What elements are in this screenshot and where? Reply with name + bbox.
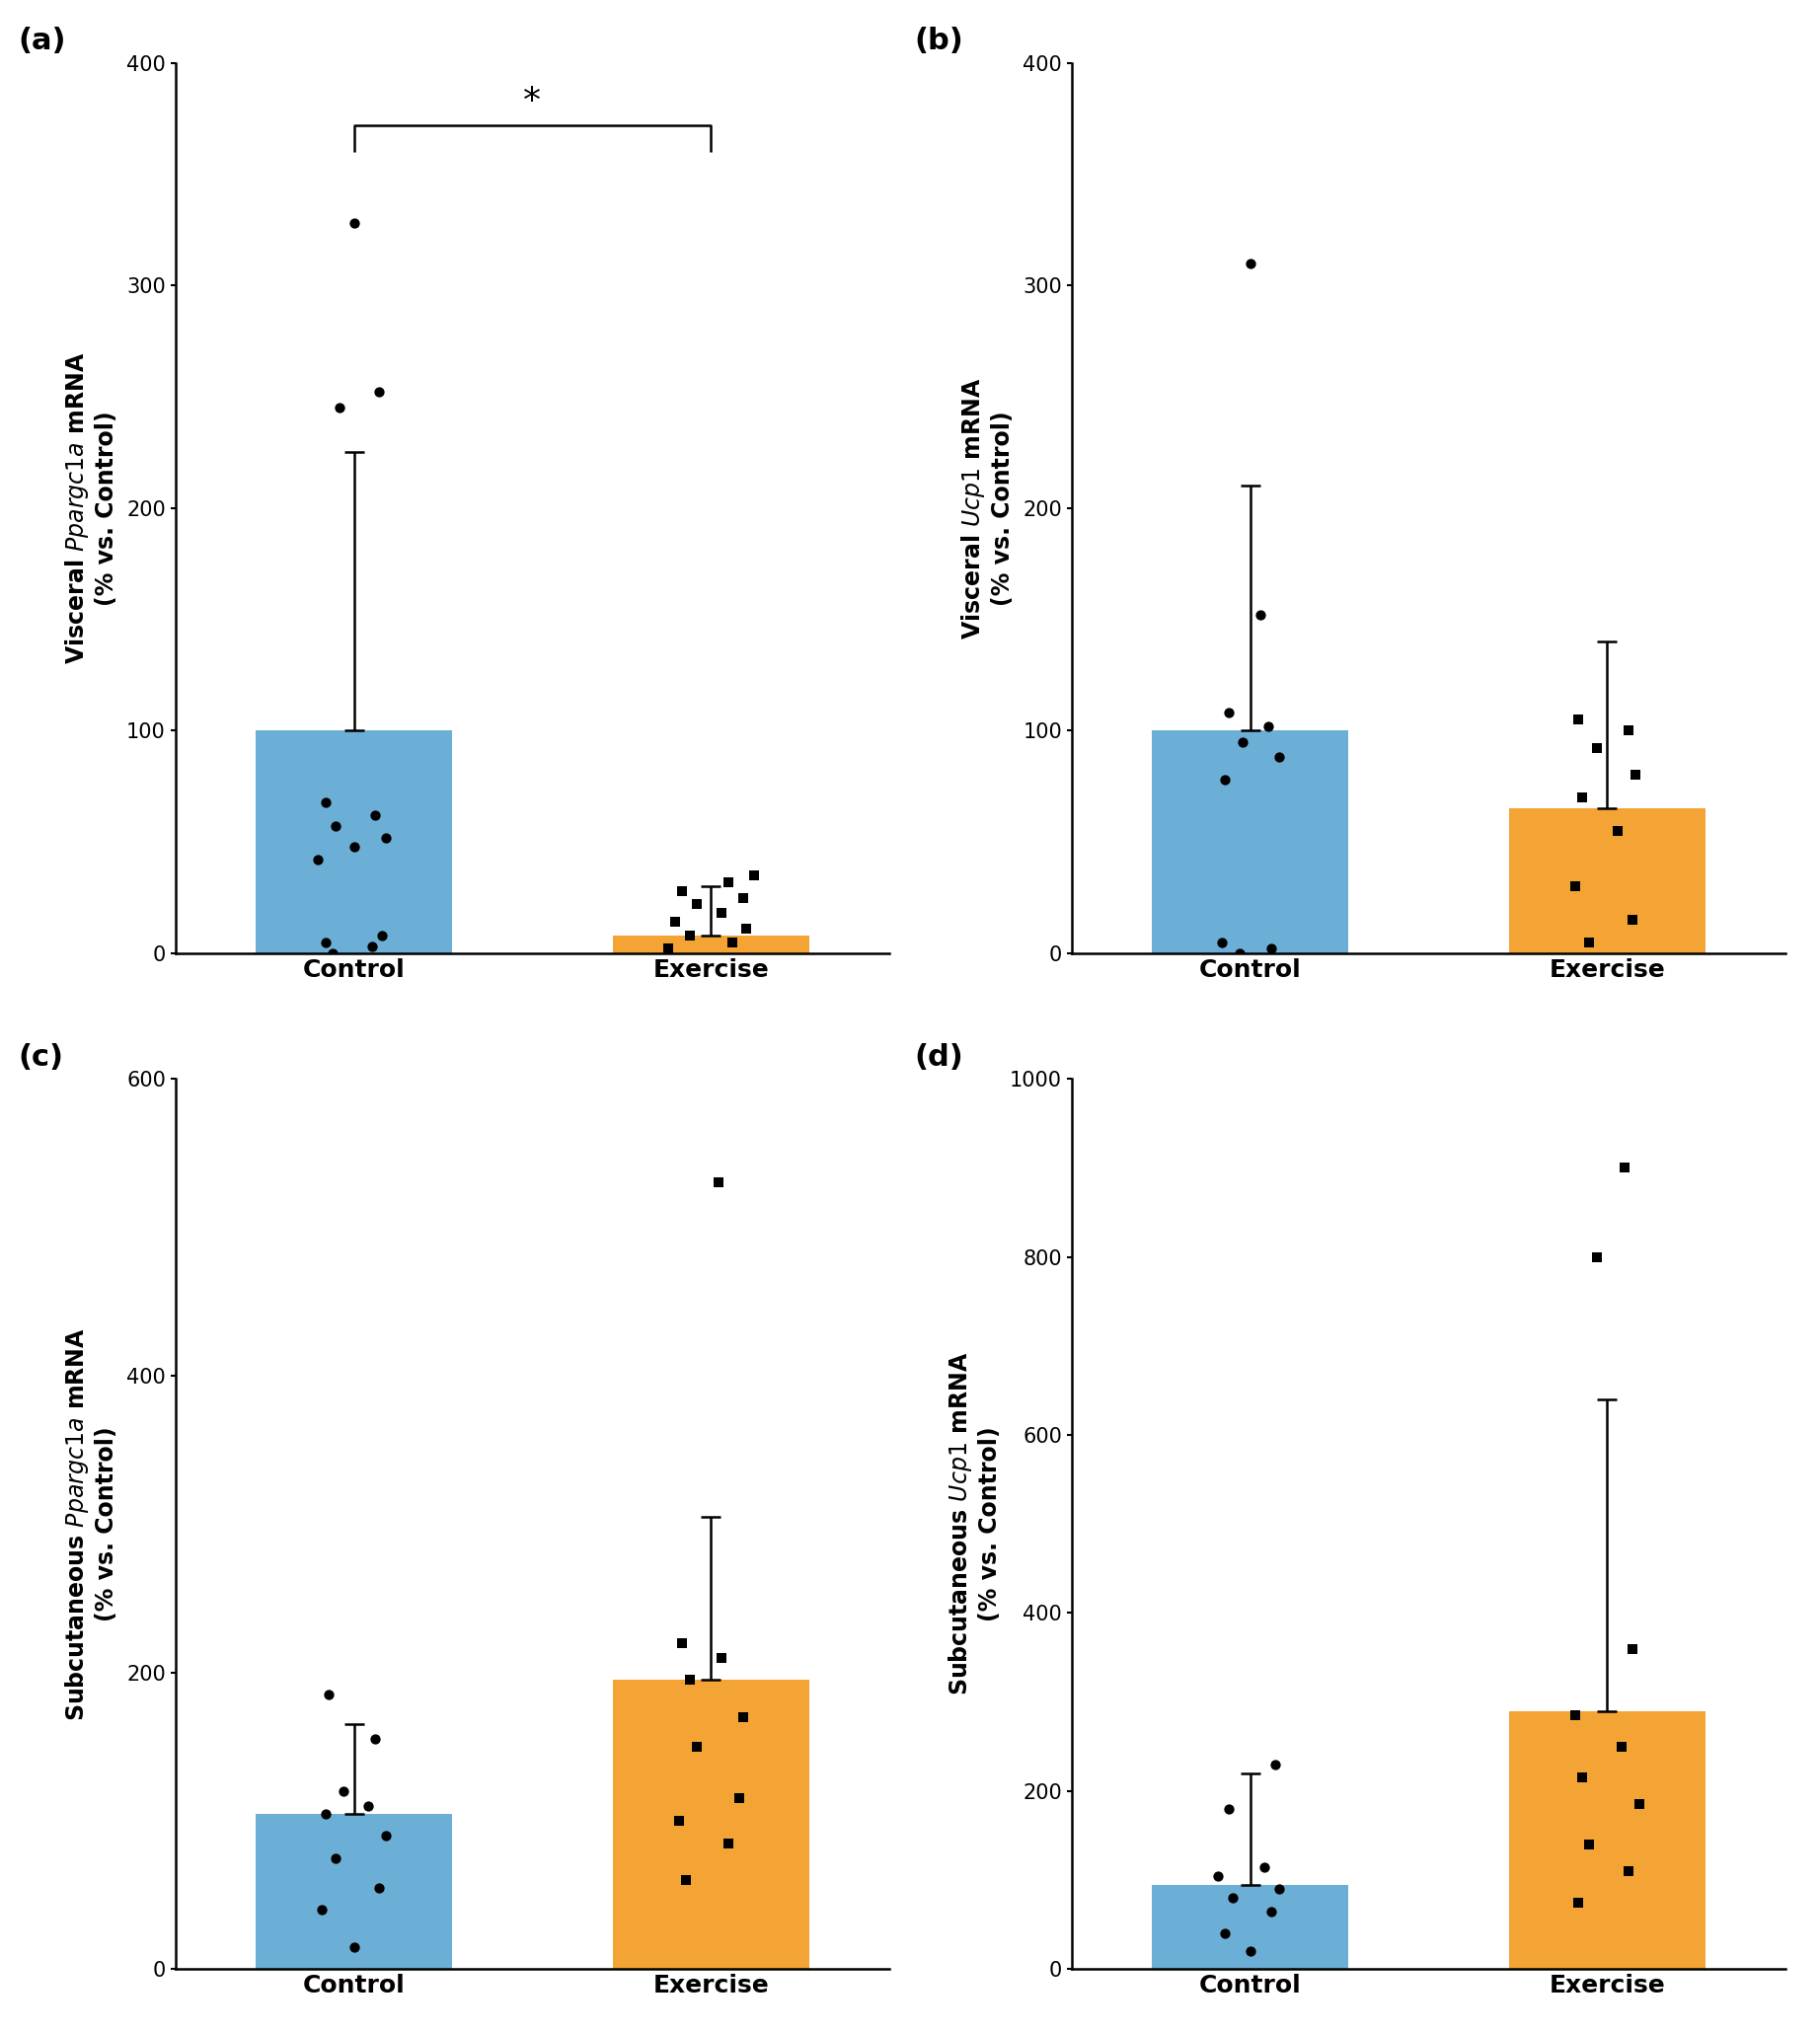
Bar bbox=[613, 1680, 810, 1969]
Bar bbox=[1509, 809, 1705, 953]
Point bbox=[1560, 870, 1589, 902]
Point bbox=[1203, 1859, 1232, 1892]
Point bbox=[339, 1930, 368, 1963]
Point bbox=[1614, 715, 1643, 748]
Point bbox=[311, 927, 340, 959]
Point bbox=[371, 1819, 400, 1851]
Point bbox=[371, 821, 400, 853]
Y-axis label: Subcutaneous $\it{Ppargc1a}$ mRNA
(% vs. Control): Subcutaneous $\it{Ppargc1a}$ mRNA (% vs.… bbox=[64, 1327, 118, 1721]
Point bbox=[706, 1642, 735, 1674]
Point bbox=[713, 866, 743, 898]
Point bbox=[368, 918, 397, 951]
Point bbox=[1622, 758, 1651, 790]
Point bbox=[706, 896, 735, 929]
Point bbox=[682, 1731, 712, 1764]
Bar bbox=[1152, 732, 1349, 953]
Point bbox=[1258, 1896, 1287, 1928]
Point bbox=[1567, 1762, 1596, 1794]
Point bbox=[1214, 697, 1243, 729]
Point bbox=[728, 882, 757, 914]
Point bbox=[1614, 1855, 1643, 1888]
Point bbox=[1618, 904, 1647, 937]
Point bbox=[661, 906, 690, 939]
Point bbox=[724, 1782, 753, 1815]
Point bbox=[1218, 1882, 1247, 1914]
Bar bbox=[613, 935, 810, 953]
Text: *: * bbox=[524, 85, 541, 118]
Point bbox=[1603, 815, 1633, 847]
Point bbox=[704, 1166, 733, 1199]
Point bbox=[1574, 927, 1603, 959]
Point bbox=[1228, 725, 1258, 758]
Point bbox=[1250, 1851, 1279, 1884]
Point bbox=[1618, 1632, 1647, 1664]
Point bbox=[357, 931, 386, 963]
Point bbox=[308, 1894, 337, 1926]
Point bbox=[322, 1841, 351, 1874]
Point bbox=[311, 786, 340, 819]
Point bbox=[364, 1871, 393, 1904]
Point bbox=[653, 933, 682, 965]
Point bbox=[717, 927, 746, 959]
Point bbox=[668, 874, 697, 906]
Point bbox=[326, 392, 355, 425]
Point bbox=[668, 1626, 697, 1658]
Point bbox=[713, 1827, 743, 1859]
Text: (a): (a) bbox=[18, 26, 66, 55]
Text: (c): (c) bbox=[18, 1042, 64, 1071]
Point bbox=[1582, 732, 1611, 764]
Y-axis label: Visceral $\it{Ucp1}$ mRNA
(% vs. Control): Visceral $\it{Ucp1}$ mRNA (% vs. Control… bbox=[959, 376, 1014, 640]
Point bbox=[1210, 764, 1239, 797]
Point bbox=[1560, 1699, 1589, 1731]
Point bbox=[1254, 709, 1283, 742]
Point bbox=[1611, 1152, 1640, 1185]
Point bbox=[339, 831, 368, 864]
Bar bbox=[1509, 1711, 1705, 1969]
Point bbox=[664, 1804, 693, 1837]
Text: (d): (d) bbox=[914, 1042, 963, 1071]
Point bbox=[1236, 246, 1265, 278]
Y-axis label: Visceral $\it{Ppargc1a}$ mRNA
(% vs. Control): Visceral $\it{Ppargc1a}$ mRNA (% vs. Con… bbox=[64, 352, 118, 664]
Point bbox=[315, 1678, 344, 1711]
Point bbox=[1261, 1748, 1290, 1780]
Point bbox=[1563, 703, 1592, 736]
Point bbox=[311, 1796, 340, 1829]
Point bbox=[360, 1723, 389, 1756]
Point bbox=[672, 1863, 701, 1896]
Y-axis label: Subcutaneous $\it{Ucp1}$ mRNA
(% vs. Control): Subcutaneous $\it{Ucp1}$ mRNA (% vs. Con… bbox=[946, 1351, 1001, 1697]
Text: (b): (b) bbox=[914, 26, 963, 55]
Point bbox=[1247, 599, 1276, 632]
Bar bbox=[255, 1813, 451, 1969]
Point bbox=[739, 860, 768, 892]
Point bbox=[360, 799, 389, 831]
Point bbox=[1607, 1731, 1636, 1764]
Point bbox=[728, 1701, 757, 1733]
Point bbox=[675, 1664, 704, 1697]
Point bbox=[732, 912, 761, 945]
Point bbox=[1567, 780, 1596, 813]
Point bbox=[318, 937, 348, 969]
Point bbox=[1236, 1934, 1265, 1967]
Point bbox=[1207, 927, 1236, 959]
Point bbox=[1225, 937, 1254, 969]
Point bbox=[364, 376, 393, 408]
Point bbox=[1265, 1874, 1294, 1906]
Point bbox=[329, 1774, 359, 1806]
Point bbox=[353, 1790, 382, 1823]
Point bbox=[1265, 742, 1294, 774]
Point bbox=[675, 918, 704, 951]
Point bbox=[682, 888, 712, 920]
Point bbox=[1214, 1792, 1243, 1825]
Bar bbox=[255, 732, 451, 953]
Point bbox=[1563, 1886, 1592, 1918]
Point bbox=[1582, 1242, 1611, 1274]
Point bbox=[1574, 1829, 1603, 1861]
Point bbox=[322, 811, 351, 843]
Point bbox=[1210, 1918, 1239, 1951]
Point bbox=[1625, 1788, 1654, 1821]
Bar bbox=[1152, 1884, 1349, 1969]
Point bbox=[1258, 933, 1287, 965]
Point bbox=[304, 843, 333, 876]
Point bbox=[339, 207, 368, 240]
